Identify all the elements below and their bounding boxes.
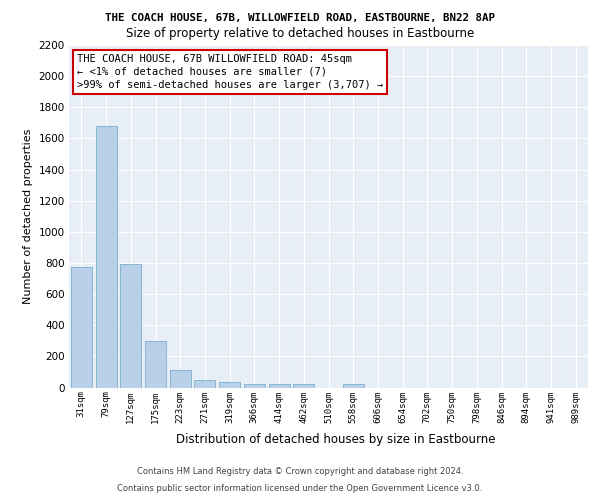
Text: THE COACH HOUSE, 67B, WILLOWFIELD ROAD, EASTBOURNE, BN22 8AP: THE COACH HOUSE, 67B, WILLOWFIELD ROAD, … bbox=[105, 12, 495, 22]
Bar bbox=[244, 384, 265, 388]
Text: Contains HM Land Registry data © Crown copyright and database right 2024.: Contains HM Land Registry data © Crown c… bbox=[137, 468, 463, 476]
Bar bbox=[343, 384, 364, 388]
Bar bbox=[71, 267, 92, 388]
Bar bbox=[269, 384, 290, 388]
Bar bbox=[219, 382, 240, 388]
Bar bbox=[145, 341, 166, 388]
Text: Distribution of detached houses by size in Eastbourne: Distribution of detached houses by size … bbox=[176, 432, 496, 446]
Bar bbox=[194, 380, 215, 388]
Text: Size of property relative to detached houses in Eastbourne: Size of property relative to detached ho… bbox=[126, 28, 474, 40]
Bar bbox=[120, 264, 141, 388]
Bar bbox=[293, 384, 314, 388]
Bar bbox=[95, 126, 116, 388]
Y-axis label: Number of detached properties: Number of detached properties bbox=[23, 128, 33, 304]
Text: THE COACH HOUSE, 67B WILLOWFIELD ROAD: 45sqm
← <1% of detached houses are smalle: THE COACH HOUSE, 67B WILLOWFIELD ROAD: 4… bbox=[77, 54, 383, 90]
Text: Contains public sector information licensed under the Open Government Licence v3: Contains public sector information licen… bbox=[118, 484, 482, 493]
Bar bbox=[170, 370, 191, 388]
